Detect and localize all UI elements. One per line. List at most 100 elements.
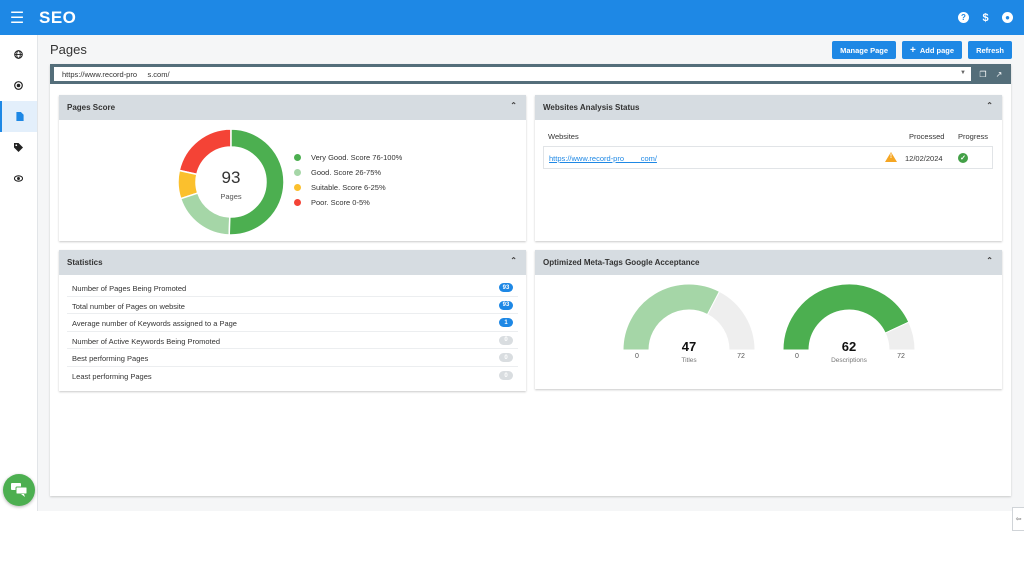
statistics-panel: Statistics ⌃ Number of Pages Being Promot… [59, 250, 526, 391]
collapse-icon[interactable]: ⌃ [510, 256, 517, 265]
eye-icon [14, 175, 23, 182]
legend-item: Suitable. Score 6-25% [294, 183, 386, 192]
plus-icon: + [910, 44, 916, 56]
legend-item: Poor. Score 0-5% [294, 198, 370, 207]
gauge-min: 0 [635, 353, 639, 360]
legend-item: Very Good. Score 76-100% [294, 153, 402, 162]
page-title: Pages [50, 42, 87, 57]
sidebar-item-eye[interactable] [0, 163, 37, 194]
table-row: https://www.record-pro com/ ! 12/02/2024… [543, 146, 993, 169]
stat-row: Total number of Pages on website 93 [67, 297, 518, 315]
legend-label: Good. Score 26-75% [311, 168, 382, 177]
website-select[interactable]: https://www.record-pro s.com/ ▼ [54, 67, 971, 81]
pages-icon [15, 112, 24, 121]
gauge-fill [782, 284, 910, 351]
gauge-track [706, 290, 756, 351]
stat-badge: 93 [499, 283, 513, 292]
user-account-icon[interactable]: ● [1001, 11, 1014, 24]
pages-score-panel: Pages Score ⌃ 93 Pages Very Good. Score 7… [59, 95, 526, 241]
processed-date: 12/02/2024 [905, 154, 943, 163]
stat-label: Total number of Pages on website [72, 301, 185, 311]
stat-row: Best performing Pages 0 [67, 349, 518, 367]
refresh-button[interactable]: Refresh [968, 41, 1012, 59]
stat-label: Least performing Pages [72, 372, 152, 381]
statistics-title: Statistics [67, 258, 103, 267]
sidebar-item-tags[interactable] [0, 132, 37, 163]
stat-row: Least performing Pages 0 [67, 367, 518, 385]
stat-badge: 0 [499, 371, 513, 380]
target-icon [14, 81, 23, 90]
legend-label: Very Good. Score 76-100% [311, 153, 403, 162]
descriptions-gauge: 62 Descriptions 0 72 [782, 284, 916, 364]
pages-score-title: Pages Score [67, 103, 116, 112]
legend-label: Poor. Score 0-5% [311, 198, 370, 207]
collapse-icon[interactable]: ⌃ [510, 101, 517, 110]
app-brand: SEO [39, 7, 77, 27]
gauge-value: 47 [682, 339, 696, 354]
website-link[interactable]: https://www.record-pro com/ [549, 154, 657, 163]
gauge-fill [622, 284, 721, 351]
chevron-down-icon: ▼ [960, 70, 966, 76]
website-select-value: https://www.record-pro s.com/ [62, 69, 170, 79]
gauge-value: 62 [842, 339, 856, 354]
warning-icon: ! [885, 152, 897, 162]
collapse-icon[interactable]: ⌃ [986, 101, 993, 110]
gauge-min: 0 [795, 353, 799, 360]
stat-badge: 0 [499, 353, 513, 363]
donut-slice [228, 128, 285, 236]
stat-label: Best performing Pages [72, 354, 149, 364]
gauge-track [884, 321, 916, 351]
pages-score-donut: 93 Pages [177, 128, 285, 236]
main-card: https://www.record-pro s.com/ ▼ ❐ ↗ Page… [50, 64, 1011, 496]
legend-item: Good. Score 26-75% [294, 168, 381, 177]
tag-icon [14, 143, 23, 152]
stat-row: Number of Active Keywords Being Promoted… [67, 332, 518, 350]
copy-icon[interactable]: ❐ [979, 69, 987, 79]
donut-total-label: Pages [220, 192, 242, 201]
legend-label: Suitable. Score 6-25% [311, 183, 386, 192]
col-progress: Progress [958, 132, 989, 141]
stat-row: Number of Pages Being Promoted 93 [67, 279, 518, 297]
legend-dot [294, 184, 301, 191]
sidebar [0, 35, 38, 511]
gauge-label: Titles [681, 357, 697, 364]
url-bar: https://www.record-pro s.com/ ▼ ❐ ↗ [50, 64, 1011, 84]
sidebar-item-globe[interactable] [0, 39, 37, 70]
collapse-icon[interactable]: ⌃ [986, 256, 993, 265]
content-area: Pages Manage Page + Add page Refresh http… [38, 35, 1024, 531]
stat-label: Average number of Keywords assigned to a… [72, 319, 237, 329]
titles-gauge: 47 Titles 0 72 [622, 284, 756, 364]
meta-tags-title: Optimized Meta-Tags Google Acceptance [543, 258, 700, 267]
col-websites: Websites [548, 132, 579, 141]
col-processed: Processed [909, 132, 945, 141]
sidebar-item-target[interactable] [0, 70, 37, 101]
donut-slice [179, 192, 231, 236]
analysis-title: Websites Analysis Status [543, 103, 640, 112]
gauge-max: 72 [897, 353, 905, 360]
menu-icon[interactable]: ☰ [9, 9, 25, 27]
legend-dot [294, 199, 301, 206]
stat-badge: 0 [499, 335, 513, 345]
add-page-button[interactable]: + Add page [902, 41, 963, 59]
stat-badge: 93 [499, 300, 513, 310]
stat-badge: 1 [499, 318, 513, 328]
chat-button[interactable] [3, 474, 35, 506]
gauge-max: 72 [737, 353, 745, 360]
check-circle-icon: ✓ [958, 153, 968, 163]
stat-label: Number of Pages Being Promoted [72, 284, 187, 293]
dollar-icon[interactable]: $ [982, 11, 989, 24]
gauge-label: Descriptions [831, 357, 868, 364]
legend-dot [294, 154, 301, 161]
manage-page-button[interactable]: Manage Page [832, 41, 897, 59]
meta-tags-panel: Optimized Meta-Tags Google Acceptance ⌃ 4… [535, 250, 1002, 389]
top-bar: ☰ SEO ? $ ● [0, 0, 1024, 35]
open-external-icon[interactable]: ↗ [995, 69, 1003, 79]
chat-icon [11, 483, 27, 497]
help-icon[interactable]: ? [957, 11, 970, 24]
stat-label: Number of Active Keywords Being Promoted [72, 336, 220, 346]
legend-dot [294, 169, 301, 176]
add-page-label: Add page [919, 45, 955, 55]
globe-icon [14, 50, 23, 59]
collapse-side-tab[interactable]: ⇦ [1012, 507, 1024, 531]
sidebar-item-pages[interactable] [0, 101, 37, 132]
